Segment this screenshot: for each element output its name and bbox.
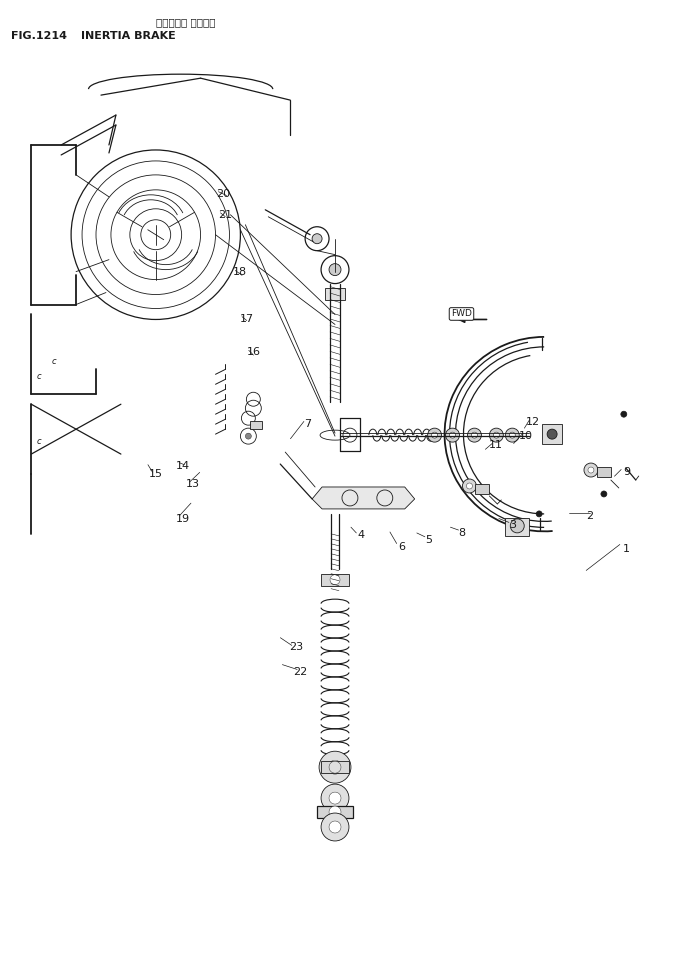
Text: 12: 12 [525,417,539,427]
Text: FWD: FWD [451,309,472,318]
Bar [317,806,353,818]
Text: 4: 4 [358,530,364,540]
Circle shape [329,821,341,833]
Circle shape [601,491,607,497]
Circle shape [321,813,349,841]
Circle shape [319,751,351,783]
Circle shape [588,467,594,473]
Circle shape [471,432,477,438]
Text: 1: 1 [623,545,630,554]
Text: 20: 20 [216,189,230,199]
Circle shape [493,432,500,438]
Text: 10: 10 [518,431,533,441]
Text: 14: 14 [176,461,190,470]
Text: 17: 17 [240,313,254,324]
Circle shape [536,511,542,517]
Text: c: c [36,372,41,382]
Bar [597,467,611,477]
Text: FIG.1214: FIG.1214 [11,31,68,41]
Circle shape [547,429,557,440]
Bar [542,424,562,444]
Bar [325,287,345,300]
Text: 2: 2 [586,511,593,521]
Text: INERTIA BRAKE: INERTIA BRAKE [81,31,176,41]
Text: c: c [51,358,56,366]
Circle shape [329,792,341,804]
Circle shape [489,428,504,442]
Text: 22: 22 [294,667,308,678]
Bar [506,518,529,536]
Circle shape [621,412,627,417]
Bar [250,421,263,429]
Circle shape [462,479,477,493]
Circle shape [584,463,598,477]
Text: 18: 18 [233,267,247,278]
Circle shape [246,433,251,440]
Circle shape [450,432,456,438]
Circle shape [428,428,441,442]
Circle shape [431,432,437,438]
Text: 15: 15 [149,469,163,479]
Text: 6: 6 [398,543,405,552]
Text: 21: 21 [218,210,232,220]
Text: 5: 5 [425,535,432,545]
Circle shape [312,233,322,244]
Bar [475,484,489,494]
Circle shape [510,519,524,533]
Circle shape [466,483,472,489]
Circle shape [329,762,341,773]
Circle shape [329,263,341,276]
Text: 13: 13 [186,479,200,489]
Bar [321,762,349,773]
Text: 11: 11 [489,441,502,450]
Circle shape [446,428,460,442]
Circle shape [468,428,481,442]
Text: イナーシャ ブレーキ: イナーシャ ブレーキ [156,17,215,27]
Text: 23: 23 [289,642,303,653]
Text: 7: 7 [304,419,310,429]
Circle shape [328,761,342,774]
Polygon shape [312,487,414,509]
Text: c: c [36,437,41,446]
Text: 16: 16 [246,347,261,358]
Circle shape [506,428,519,442]
Circle shape [330,575,340,585]
Circle shape [321,784,349,812]
Bar [321,574,349,586]
Text: 3: 3 [509,521,516,530]
Circle shape [329,806,341,818]
Text: 9: 9 [623,468,630,477]
Text: 8: 8 [458,528,466,538]
Text: 19: 19 [176,514,190,523]
Circle shape [510,432,515,438]
